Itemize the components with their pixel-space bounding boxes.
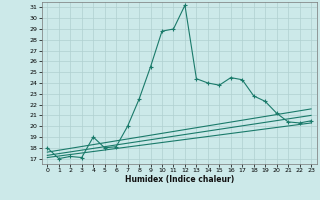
X-axis label: Humidex (Indice chaleur): Humidex (Indice chaleur) <box>124 175 234 184</box>
